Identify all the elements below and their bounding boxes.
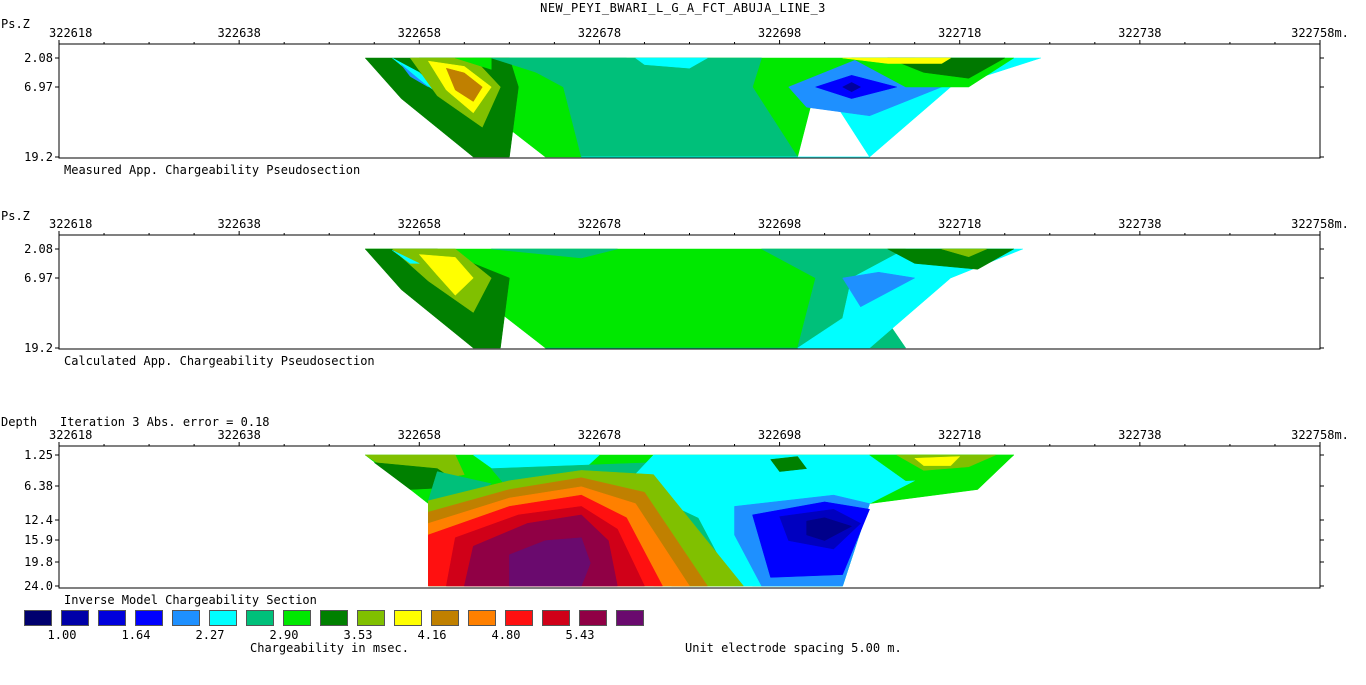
legend-swatch (246, 610, 274, 626)
y-tick-label: 19.8 (24, 555, 53, 569)
x-tick-label: 322718 (938, 217, 981, 231)
legend-swatch (98, 610, 126, 626)
legend-swatch (283, 610, 311, 626)
section3-caption: Inverse Model Chargeability Section (64, 593, 317, 607)
legend-swatch (135, 610, 163, 626)
legend-swatch (579, 610, 607, 626)
legend-swatch (542, 610, 570, 626)
x-tick-label: 322658 (398, 428, 441, 442)
x-tick-label: 322658 (398, 26, 441, 40)
chart-title: NEW_PEYI_BWARI_L_G_A_FCT_ABUJA_LINE_3 (540, 1, 826, 15)
x-tick-label: 322638 (217, 26, 260, 40)
legend-swatch (616, 610, 644, 626)
y-tick-label: 19.2 (24, 341, 53, 355)
y-tick-label: 24.0 (24, 579, 53, 593)
legend-label: 2.90 (269, 628, 299, 642)
legend-swatch (468, 610, 496, 626)
x-tick-label: 322698 (758, 428, 801, 442)
contour-region (842, 57, 952, 64)
contour-region (634, 57, 709, 69)
contour-region (842, 82, 862, 93)
contour-region (391, 248, 492, 313)
contour-region (914, 456, 961, 466)
x-tick-label: 322678 (578, 217, 621, 231)
legend-label: 2.27 (195, 628, 225, 642)
contour-region (445, 67, 483, 102)
legend-swatch (172, 610, 200, 626)
legend-swatch (61, 610, 89, 626)
contour-region (770, 456, 808, 472)
x-tick-label: 322718 (938, 26, 981, 40)
x-tick-label: 322758m. (1291, 428, 1349, 442)
section2-caption: Calculated App. Chargeability Pseudosect… (64, 354, 375, 368)
contour-region (491, 248, 618, 259)
y-tick-label: 2.08 (24, 242, 53, 256)
x-tick-label: 322618 (49, 26, 92, 40)
section2-ylabel: Ps.Z (1, 209, 30, 223)
legend-swatch (431, 610, 459, 626)
contour-region (491, 57, 628, 73)
y-tick-label: 1.25 (24, 448, 53, 462)
legend-label: 5.43 (565, 628, 595, 642)
x-tick-label: 322638 (217, 217, 260, 231)
y-tick-label: 6.38 (24, 479, 53, 493)
legend-swatch (505, 610, 533, 626)
legend-swatch (320, 610, 348, 626)
x-tick-label: 322618 (49, 217, 92, 231)
section1-caption: Measured App. Chargeability Pseudosectio… (64, 163, 361, 177)
x-tick-label: 322698 (758, 26, 801, 40)
contour-region (941, 248, 987, 258)
x-tick-label: 322738 (1118, 428, 1161, 442)
legend-swatch (209, 610, 237, 626)
legend-label: 1.00 (47, 628, 77, 642)
x-tick-label: 322738 (1118, 217, 1161, 231)
contour-region (509, 537, 591, 587)
unit-spacing-note: Unit electrode spacing 5.00 m. (685, 641, 902, 655)
x-tick-label: 322758m. (1291, 217, 1349, 231)
legend-title: Chargeability in msec. (250, 641, 409, 655)
x-tick-label: 322658 (398, 217, 441, 231)
y-tick-label: 6.97 (24, 271, 53, 285)
x-tick-label: 322678 (578, 428, 621, 442)
y-tick-label: 12.4 (24, 513, 53, 527)
y-tick-label: 6.97 (24, 80, 53, 94)
legend-swatch (394, 610, 422, 626)
contour-region (842, 271, 916, 308)
legend-label: 4.16 (417, 628, 447, 642)
x-tick-label: 322678 (578, 26, 621, 40)
contour-region (806, 517, 853, 541)
legend-swatch (24, 610, 52, 626)
contour-region (418, 254, 474, 296)
legend-label: 1.64 (121, 628, 151, 642)
contour-region (401, 64, 429, 88)
legend-label: 4.80 (491, 628, 521, 642)
y-tick-label: 15.9 (24, 533, 53, 547)
section3-ylabel: Depth (1, 415, 38, 429)
y-tick-label: 19.2 (24, 150, 53, 164)
x-tick-label: 322738 (1118, 26, 1161, 40)
x-tick-label: 322618 (49, 428, 92, 442)
section1-ylabel: Ps.Z (1, 17, 30, 31)
x-tick-label: 322758m. (1291, 26, 1349, 40)
x-tick-label: 322698 (758, 217, 801, 231)
x-tick-label: 322638 (217, 428, 260, 442)
x-tick-label: 322718 (938, 428, 981, 442)
contour-region (392, 250, 420, 264)
legend-swatch (357, 610, 385, 626)
section3-subtitle: Iteration 3 Abs. error = 0.18 (60, 415, 270, 429)
legend-label: 3.53 (343, 628, 373, 642)
contour-region (455, 57, 492, 70)
y-tick-label: 2.08 (24, 51, 53, 65)
